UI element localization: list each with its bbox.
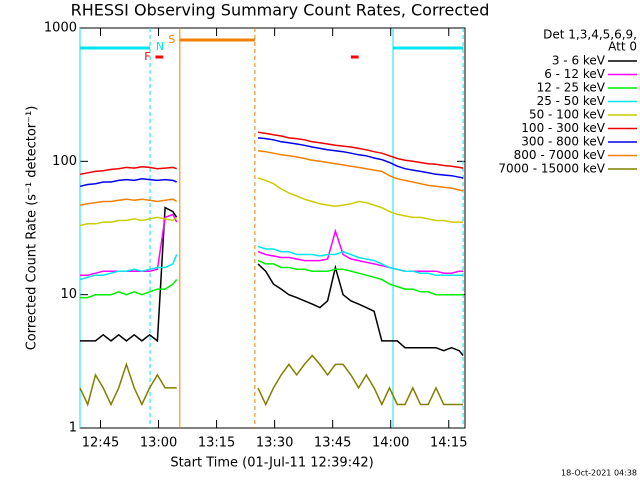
series-line [79, 150, 464, 206]
x-axis-label: Start Time (01-Jul-11 12:39:42) [170, 456, 373, 471]
legend-title: Det 1,3,4,5,6,9, [543, 28, 637, 42]
x-tick-label: 13:30 [256, 436, 293, 451]
series-line [79, 245, 464, 281]
y-tick-label: 1000 [44, 21, 77, 36]
x-tick-label: 13:15 [198, 436, 235, 451]
chart-title: RHESSI Observing Summary Count Rates, Co… [71, 1, 490, 20]
series-line [79, 137, 464, 188]
plot-frame [79, 27, 466, 429]
y-tick-label: 100 [52, 154, 77, 169]
footer: 18-Oct-2021 04:38 [561, 469, 637, 478]
legend-label: 50 - 100 keV [529, 108, 606, 122]
flag-label: S [168, 33, 175, 46]
legend-label: 3 - 6 keV [552, 54, 606, 68]
flag-label: N [156, 40, 164, 53]
x-tick-label: 14:00 [372, 436, 409, 451]
series-line [79, 177, 464, 227]
series-line [79, 131, 464, 176]
y-tick-label: 1 [69, 421, 77, 436]
legend-label: 25 - 50 keV [537, 94, 606, 108]
series-line [80, 206, 464, 356]
legend-label: 800 - 7000 keV [514, 148, 606, 162]
x-tick-label: 13:45 [314, 436, 351, 451]
series-line [80, 213, 464, 276]
legend-label: 100 - 300 keV [521, 121, 605, 135]
y-axis-label: Corrected Count Rate (s⁻¹ detector⁻¹) [25, 106, 40, 351]
legend-title: Att 0 [608, 40, 637, 54]
legend-label: 7000 - 15000 keV [498, 162, 605, 176]
x-tick-label: 14:15 [430, 436, 467, 451]
series-line [80, 259, 464, 299]
series-line [79, 354, 464, 407]
x-tick-label: 13:00 [140, 436, 177, 451]
x-tick-label: 12:45 [82, 436, 119, 451]
flag-label: F [144, 50, 150, 63]
legend-label: 6 - 12 keV [544, 67, 606, 81]
legend-label: 12 - 25 keV [537, 81, 606, 95]
legend-label: 300 - 800 keV [521, 135, 605, 149]
y-tick-label: 10 [60, 287, 77, 302]
